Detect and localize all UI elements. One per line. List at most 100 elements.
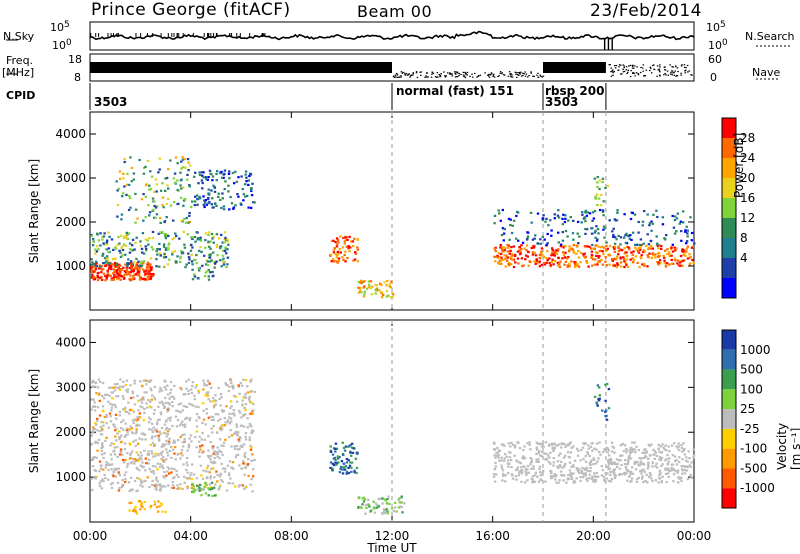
power-cell — [91, 244, 95, 247]
power-cell — [356, 260, 360, 263]
power-cell — [663, 259, 666, 262]
velocity-cell — [351, 442, 354, 445]
velocity-cell — [573, 479, 576, 482]
power-cell — [517, 239, 520, 242]
velocity-cell — [246, 464, 249, 467]
velocity-cell — [93, 469, 96, 472]
nave-dot — [622, 64, 624, 66]
power-cell — [545, 243, 548, 246]
power-cell — [119, 251, 122, 254]
velocity-cell — [349, 443, 352, 447]
power-cell — [615, 238, 618, 241]
velocity-cell — [603, 480, 607, 483]
power-cell — [158, 242, 161, 245]
velocity-cell — [181, 420, 184, 423]
velocity-cell — [524, 467, 528, 471]
velocity-cell — [360, 506, 363, 509]
velocity-cell — [112, 470, 116, 473]
nave-dot — [492, 73, 495, 76]
velocity-cell — [551, 443, 554, 446]
velocity-cell — [175, 469, 178, 473]
power-cell — [584, 211, 587, 214]
power-cell — [128, 195, 131, 198]
power-cell — [128, 242, 132, 245]
power-cell — [163, 220, 166, 224]
velocity-cell — [102, 397, 106, 400]
power-cell — [99, 244, 102, 247]
power-cell — [596, 238, 599, 241]
power-cell — [648, 246, 651, 249]
power-cell — [657, 247, 660, 250]
power-cell — [500, 262, 503, 265]
nave-dot — [665, 74, 667, 76]
power-cell — [142, 172, 146, 175]
power-cell — [601, 245, 604, 248]
velocity-cell — [219, 404, 222, 407]
power-cell — [648, 222, 652, 225]
velocity-cell — [159, 451, 163, 455]
power-cell — [225, 252, 228, 255]
velocity-cell — [585, 477, 588, 480]
power-cell — [570, 260, 573, 263]
colorbar-swatch — [722, 428, 736, 449]
velocity-cell — [528, 441, 531, 444]
velocity-cell — [385, 502, 389, 505]
power-cell — [207, 278, 211, 281]
power-cell — [597, 255, 600, 258]
power-cell — [587, 265, 590, 268]
power-cell — [383, 281, 386, 284]
power-cell — [118, 270, 122, 273]
velocity-cell — [113, 425, 116, 428]
nave-dot — [444, 75, 446, 77]
velocity-cell — [244, 403, 248, 406]
power-cell — [382, 293, 385, 297]
velocity-cell — [640, 472, 643, 475]
velocity-cell — [588, 462, 591, 465]
velocity-cell — [208, 382, 211, 385]
power-cell — [227, 184, 230, 187]
velocity-cell — [162, 431, 165, 434]
velocity-cell — [128, 509, 131, 512]
power-cell — [101, 235, 104, 238]
power-cell — [559, 243, 563, 246]
nave-dot — [684, 69, 687, 71]
power-cell — [502, 246, 505, 249]
power-cell — [613, 218, 616, 221]
power-cell — [664, 249, 667, 252]
power-cell — [200, 250, 203, 254]
nave-dot — [673, 74, 676, 76]
velocity-cell — [220, 462, 223, 465]
velocity-cell — [220, 427, 224, 430]
velocity-cell — [351, 451, 355, 454]
power-cell — [611, 230, 614, 233]
nave-dot — [629, 64, 632, 67]
velocity-cell — [94, 469, 98, 473]
nave-dot — [404, 74, 406, 76]
power-cell — [193, 275, 197, 278]
beam-title: Beam 00 — [357, 2, 433, 21]
power-cell — [228, 170, 231, 173]
velocity-cell — [111, 481, 114, 485]
power-cell — [118, 268, 121, 271]
power-cell — [174, 156, 178, 159]
velocity-cell — [232, 394, 236, 397]
power-cell — [527, 264, 530, 267]
power-cell — [132, 269, 135, 272]
velocity-cell — [149, 418, 152, 421]
velocity-cell — [584, 460, 588, 463]
nave-dot — [650, 72, 653, 74]
power-cell — [509, 263, 513, 266]
velocity-cell — [139, 508, 142, 511]
velocity-cell — [341, 441, 344, 444]
x-tick-label: 20:00 — [576, 529, 611, 543]
power-cell — [105, 248, 108, 251]
velocity-cell — [183, 475, 186, 478]
velocity-cell — [175, 425, 179, 428]
nave-dot — [392, 76, 395, 78]
velocity-cell — [162, 403, 165, 406]
velocity-cell — [120, 434, 123, 437]
velocity-cell — [492, 473, 496, 476]
power-cell — [592, 247, 595, 250]
power-cell — [567, 250, 571, 253]
velocity-cell — [683, 468, 687, 472]
